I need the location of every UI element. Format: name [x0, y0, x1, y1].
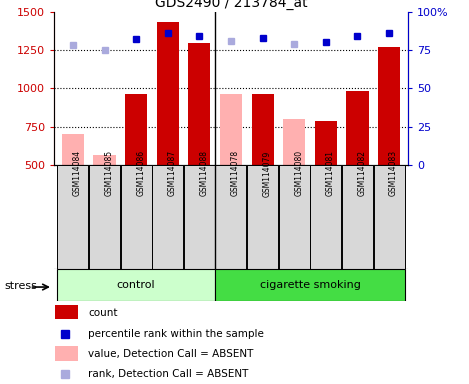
- Bar: [57, 165, 88, 269]
- Bar: [89, 165, 120, 269]
- Text: GSM114084: GSM114084: [73, 151, 82, 197]
- Bar: [310, 165, 341, 269]
- Bar: [315, 121, 337, 165]
- Text: GSM114079: GSM114079: [263, 150, 272, 197]
- Text: GSM114082: GSM114082: [357, 151, 366, 196]
- Bar: [152, 165, 183, 269]
- Bar: [188, 43, 211, 165]
- Text: GSM114078: GSM114078: [231, 151, 240, 197]
- Bar: [251, 94, 274, 165]
- Bar: [279, 165, 310, 269]
- Bar: [121, 165, 151, 269]
- Text: GSM114080: GSM114080: [294, 151, 303, 197]
- Text: GSM114085: GSM114085: [105, 151, 113, 197]
- Title: GDS2490 / 213784_at: GDS2490 / 213784_at: [155, 0, 307, 10]
- Bar: [55, 305, 78, 319]
- Bar: [157, 22, 179, 165]
- Bar: [378, 47, 400, 165]
- Bar: [247, 165, 278, 269]
- Bar: [215, 269, 405, 301]
- Text: control: control: [117, 280, 155, 290]
- Bar: [57, 269, 215, 301]
- Bar: [55, 346, 78, 361]
- Bar: [184, 165, 215, 269]
- Text: stress: stress: [5, 281, 38, 291]
- Text: GSM114083: GSM114083: [389, 151, 398, 197]
- Bar: [374, 165, 405, 269]
- Bar: [283, 119, 305, 165]
- Bar: [220, 94, 242, 165]
- Bar: [215, 165, 247, 269]
- Bar: [93, 155, 115, 165]
- Text: GSM114086: GSM114086: [136, 151, 145, 197]
- Bar: [342, 165, 373, 269]
- Text: percentile rank within the sample: percentile rank within the sample: [88, 329, 264, 339]
- Bar: [125, 94, 147, 165]
- Text: value, Detection Call = ABSENT: value, Detection Call = ABSENT: [88, 349, 254, 359]
- Text: GSM114087: GSM114087: [168, 151, 177, 197]
- Text: count: count: [88, 308, 118, 318]
- Text: cigarette smoking: cigarette smoking: [259, 280, 361, 290]
- Bar: [62, 134, 84, 165]
- Text: GSM114081: GSM114081: [326, 151, 335, 196]
- Bar: [347, 91, 369, 165]
- Text: rank, Detection Call = ABSENT: rank, Detection Call = ABSENT: [88, 369, 249, 379]
- Text: GSM114088: GSM114088: [199, 151, 208, 196]
